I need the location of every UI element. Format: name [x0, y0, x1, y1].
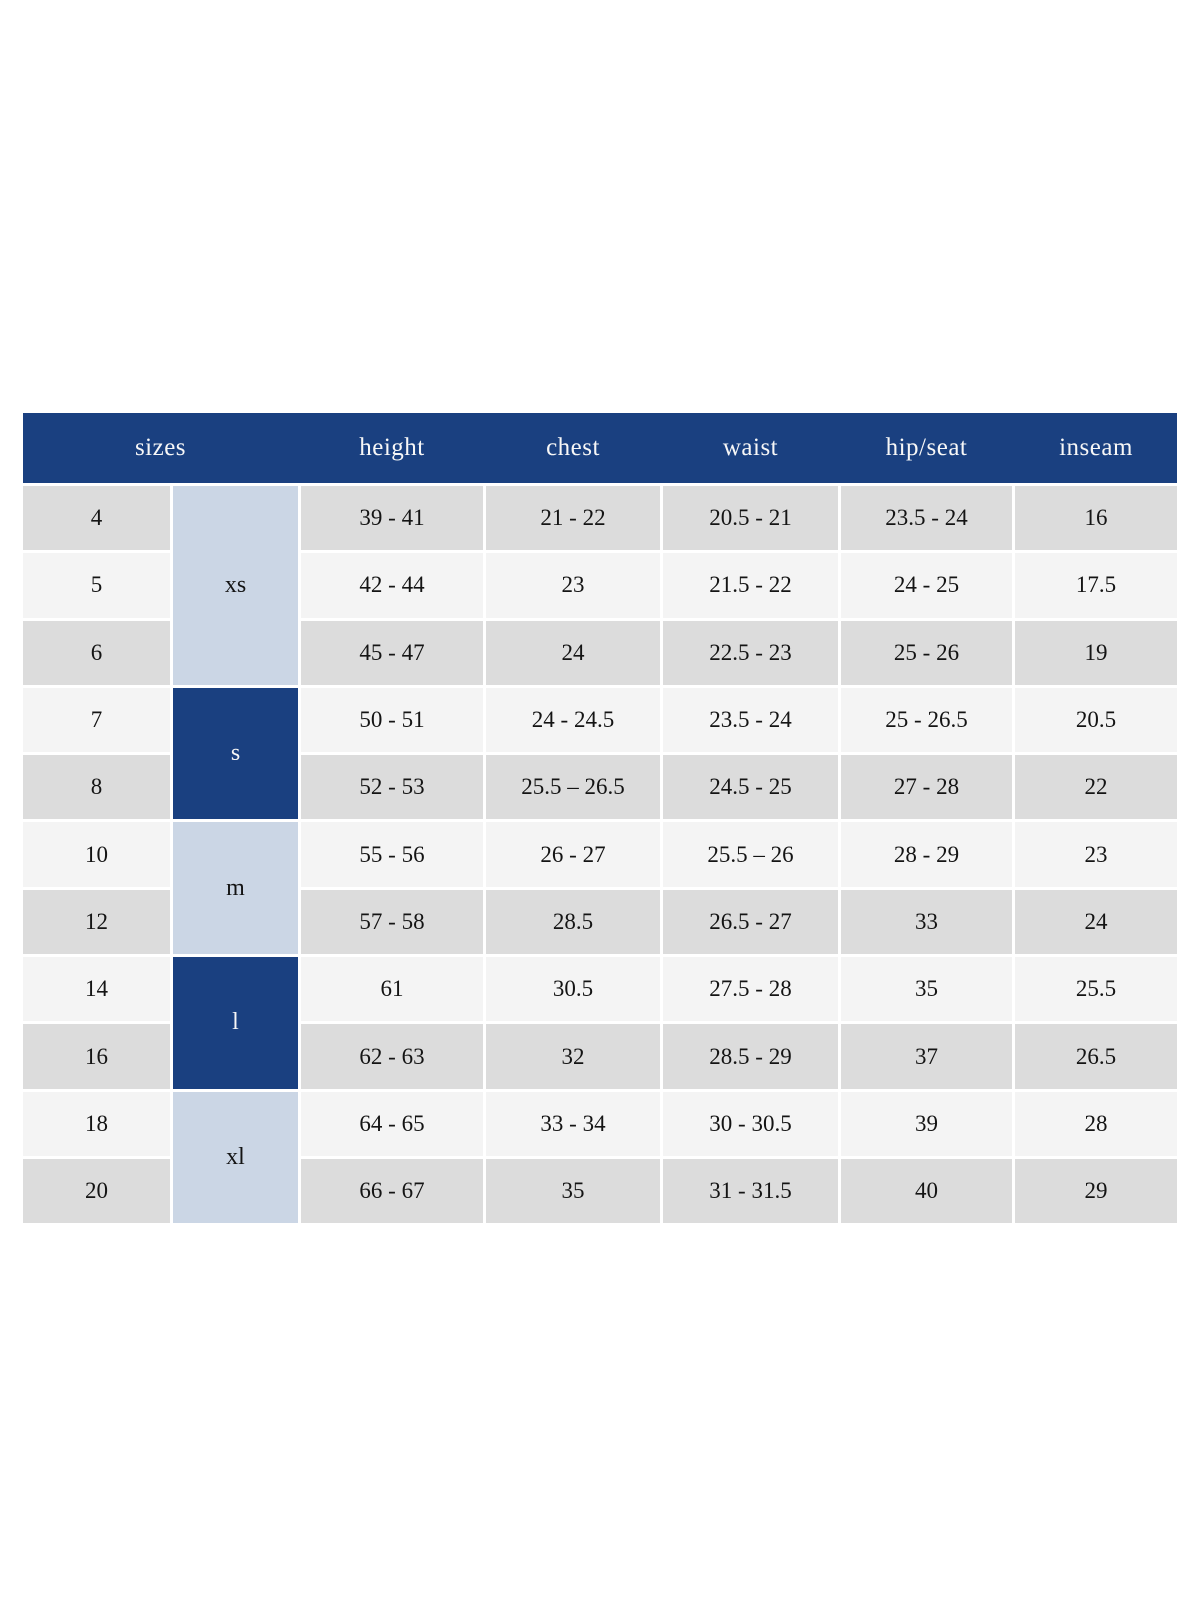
- size-cell: 20: [23, 1158, 170, 1224]
- hip-seat-cell: 37: [841, 1024, 1012, 1089]
- inseam-cell: 16: [1015, 486, 1177, 551]
- header-sizes: sizes: [134, 434, 187, 461]
- waist-cell: 25.5 – 26: [663, 822, 838, 887]
- chest-cell: 33 - 34: [486, 1091, 660, 1156]
- inseam-cell: 29: [1015, 1158, 1177, 1224]
- chest-cell: 26 - 27: [486, 822, 660, 887]
- hip-seat-cell: 24 - 25: [841, 553, 1012, 618]
- inseam-cell: 19: [1015, 620, 1177, 685]
- size-cell: 6: [23, 620, 170, 685]
- waist-cell: 30 - 30.5: [663, 1091, 838, 1156]
- hip-seat-cell: 39: [841, 1091, 1012, 1156]
- inseam-cell: 17.5: [1015, 553, 1177, 618]
- waist-cell: 20.5 - 21: [663, 486, 838, 551]
- size-cell: 16: [23, 1024, 170, 1089]
- chest-cell: 24: [486, 620, 660, 685]
- height-cell: 45 - 47: [301, 620, 483, 685]
- waist-cell: 28.5 - 29: [663, 1024, 838, 1089]
- height-cell: 39 - 41: [301, 486, 483, 551]
- height-cell: 61: [301, 957, 483, 1022]
- inseam-cell: 22: [1015, 755, 1177, 820]
- inseam-cell: 24: [1015, 889, 1177, 955]
- chest-cell: 28.5: [486, 889, 660, 955]
- height-cell: 64 - 65: [301, 1091, 483, 1156]
- size-cell: 10: [23, 822, 170, 887]
- size-cell: 5: [23, 553, 170, 618]
- hip-seat-cell: 25 - 26.5: [841, 687, 1012, 753]
- inseam-cell: 23: [1015, 822, 1177, 887]
- height-cell: 55 - 56: [301, 822, 483, 887]
- chest-cell: 21 - 22: [486, 486, 660, 551]
- waist-cell: 31 - 31.5: [663, 1158, 838, 1224]
- table-header-row: sizes height chest waist hip/seat inseam: [23, 413, 1177, 483]
- size-cell: 14: [23, 957, 170, 1022]
- header-hip-seat: hip/seat: [885, 434, 968, 461]
- hip-seat-cell: 35: [841, 957, 1012, 1022]
- group-cell-l: l: [173, 957, 298, 1089]
- header-waist: waist: [722, 434, 779, 461]
- hip-seat-cell: 25 - 26: [841, 620, 1012, 685]
- chest-cell: 23: [486, 553, 660, 618]
- header-chest: chest: [546, 434, 600, 461]
- chest-cell: 30.5: [486, 957, 660, 1022]
- chest-cell: 32: [486, 1024, 660, 1089]
- chest-cell: 25.5 – 26.5: [486, 755, 660, 820]
- height-cell: 57 - 58: [301, 889, 483, 955]
- size-cell: 18: [23, 1091, 170, 1156]
- hip-seat-cell: 23.5 - 24: [841, 486, 1012, 551]
- size-cell: 12: [23, 889, 170, 955]
- waist-cell: 21.5 - 22: [663, 553, 838, 618]
- waist-cell: 26.5 - 27: [663, 889, 838, 955]
- height-cell: 52 - 53: [301, 755, 483, 820]
- chest-cell: 24 - 24.5: [486, 687, 660, 753]
- group-cell-m: m: [173, 822, 298, 955]
- inseam-cell: 25.5: [1015, 957, 1177, 1022]
- waist-cell: 27.5 - 28: [663, 957, 838, 1022]
- size-cell: 4: [23, 486, 170, 551]
- height-cell: 42 - 44: [301, 553, 483, 618]
- height-cell: 50 - 51: [301, 687, 483, 753]
- size-chart-table: sizes height chest waist hip/seat inseam…: [23, 413, 1177, 1224]
- inseam-cell: 28: [1015, 1091, 1177, 1156]
- inseam-cell: 26.5: [1015, 1024, 1177, 1089]
- chest-cell: 35: [486, 1158, 660, 1224]
- hip-seat-cell: 27 - 28: [841, 755, 1012, 820]
- hip-seat-cell: 40: [841, 1158, 1012, 1224]
- hip-seat-cell: 28 - 29: [841, 822, 1012, 887]
- waist-cell: 22.5 - 23: [663, 620, 838, 685]
- header-inseam: inseam: [1059, 434, 1133, 461]
- height-cell: 66 - 67: [301, 1158, 483, 1224]
- size-cell: 7: [23, 687, 170, 753]
- group-cell-s: s: [173, 687, 298, 820]
- group-cell-xs: xs: [173, 486, 298, 685]
- waist-cell: 24.5 - 25: [663, 755, 838, 820]
- size-cell: 8: [23, 755, 170, 820]
- header-height: height: [359, 434, 425, 461]
- hip-seat-cell: 33: [841, 889, 1012, 955]
- inseam-cell: 20.5: [1015, 687, 1177, 753]
- waist-cell: 23.5 - 24: [663, 687, 838, 753]
- height-cell: 62 - 63: [301, 1024, 483, 1089]
- group-cell-xl: xl: [173, 1091, 298, 1224]
